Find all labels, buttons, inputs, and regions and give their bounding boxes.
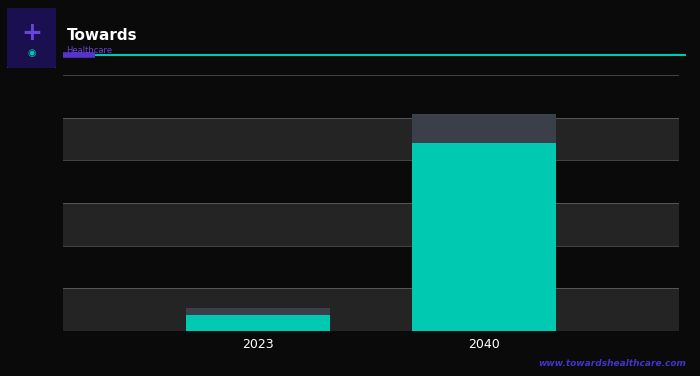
- FancyBboxPatch shape: [6, 6, 57, 70]
- Text: Healthcare: Healthcare: [66, 46, 113, 55]
- Bar: [412, 114, 556, 143]
- Text: www.towardshealthcare.com: www.towardshealthcare.com: [538, 359, 686, 368]
- Bar: [63, 203, 679, 246]
- Bar: [186, 315, 330, 331]
- Bar: [412, 143, 556, 331]
- Text: +: +: [21, 21, 42, 45]
- Text: ◉: ◉: [27, 48, 36, 58]
- Text: Towards: Towards: [66, 28, 137, 43]
- Bar: [63, 288, 679, 331]
- Bar: [63, 161, 679, 203]
- Bar: [63, 118, 679, 161]
- Bar: [63, 246, 679, 288]
- Bar: [186, 308, 330, 315]
- Bar: [63, 75, 679, 118]
